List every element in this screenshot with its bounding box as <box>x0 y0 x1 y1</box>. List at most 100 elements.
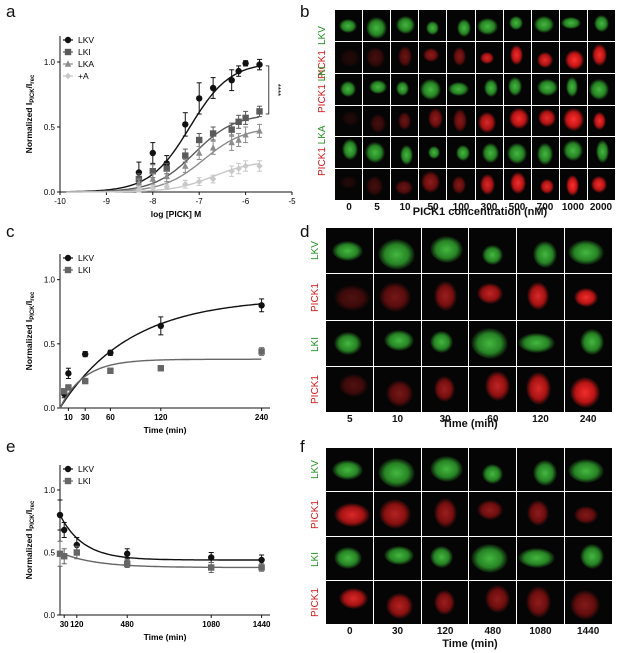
legend-label: LKV <box>78 35 94 45</box>
column-label: 300 <box>480 202 498 213</box>
pick1-signal-blob <box>378 499 412 529</box>
peptide-signal-blob <box>481 244 503 266</box>
column-label: 0 <box>346 202 352 213</box>
micrograph-cell <box>363 169 391 200</box>
peptide-signal-blob <box>368 80 387 95</box>
data-point-LKA <box>228 138 235 146</box>
y-tick-label: 0.0 <box>44 188 56 197</box>
micrograph-cell <box>391 105 419 137</box>
micrograph-cell <box>373 320 421 366</box>
xlabel-d: Time (min) <box>442 418 498 430</box>
micrograph-cell <box>326 580 373 624</box>
micrograph-cell <box>517 274 565 320</box>
pick1-signal-blob <box>478 112 496 134</box>
micrograph-cell <box>469 320 517 366</box>
y-tick-label: 0.5 <box>44 549 56 558</box>
peptide-signal-blob <box>365 17 388 39</box>
pick1-signal-blob <box>526 586 551 618</box>
x-axis-label: Time (min) <box>144 425 187 435</box>
pick1-signal-blob <box>480 51 495 65</box>
micrograph-cell <box>565 536 612 580</box>
micrograph-cell <box>421 228 469 274</box>
micrograph-cell <box>447 73 475 105</box>
fit-curve-LKV <box>59 514 262 561</box>
data-point-LKV <box>182 121 189 128</box>
data-point-LKV <box>107 349 114 357</box>
data-point-LKA <box>242 131 249 138</box>
data-point-LKV <box>258 556 265 564</box>
pick1-signal-blob <box>452 175 466 195</box>
micrograph-cell <box>335 169 363 200</box>
micrograph-cell <box>363 10 391 41</box>
row-label: PICK1 <box>310 375 321 404</box>
micrograph-cell <box>469 448 517 492</box>
micrograph-cell <box>419 105 447 137</box>
data-point-LKV <box>209 84 217 92</box>
pick1-signal-blob <box>434 280 458 312</box>
micrograph-cell <box>363 105 391 137</box>
micrograph-cell <box>421 448 469 492</box>
y-tick-label: 1.0 <box>44 486 56 495</box>
pick1-signal-blob <box>527 499 550 527</box>
data-point-LKV <box>258 302 265 309</box>
x-tick-label: 30 <box>60 620 69 629</box>
x-tick-label: -6 <box>242 197 250 206</box>
pick1-signal-blob <box>434 498 458 528</box>
peptide-signal-blob <box>420 78 442 100</box>
micrograph-cell <box>559 10 587 41</box>
micrograph-cell <box>517 492 565 536</box>
pick1-signal-blob <box>339 176 358 190</box>
pick1-signal-blob <box>423 47 439 62</box>
pick1-signal-blob <box>526 372 551 406</box>
micrograph-cell <box>587 10 615 41</box>
pick1-signal-blob <box>398 46 412 68</box>
data-point-LKI <box>228 126 235 133</box>
data-point-LKV <box>157 322 164 330</box>
peptide-signal-blob <box>332 240 364 262</box>
pick1-signal-blob <box>433 589 456 615</box>
data-point-+A <box>149 184 156 192</box>
row-label-part: LKA <box>317 125 328 145</box>
pick1-signal-blob <box>452 109 467 132</box>
column-label: 10 <box>399 202 411 213</box>
peptide-signal-blob <box>448 82 470 96</box>
y-axis-label: Normalized IPICK/Irec <box>24 500 36 579</box>
pick1-signal-blob <box>593 111 607 130</box>
micrograph-cell <box>475 73 503 105</box>
peptide-signal-blob <box>396 80 410 96</box>
x-tick-label: 480 <box>121 620 135 629</box>
data-point-+A <box>235 165 242 172</box>
pick1-signal-blob <box>453 47 466 66</box>
pick1-signal-blob <box>433 376 456 403</box>
peptide-signal-blob <box>429 546 453 568</box>
peptide-signal-blob <box>476 18 499 36</box>
pick1-signal-blob <box>510 172 526 194</box>
peptide-signal-blob <box>334 331 362 355</box>
micrograph-cell <box>373 366 421 412</box>
data-point-+A <box>182 181 189 188</box>
peptide-signal-blob <box>429 456 464 482</box>
data-point-LKV <box>149 149 156 157</box>
data-point-LKI <box>258 564 265 571</box>
row-label: LKI <box>310 336 321 352</box>
row-label: PICK1 LKI <box>317 66 328 113</box>
x-axis-label: Time (min) <box>144 632 187 642</box>
peptide-signal-blob <box>566 77 579 98</box>
micrograph-cell <box>363 73 391 105</box>
column-label: 0 <box>347 626 353 637</box>
peptide-signal-blob <box>593 15 610 32</box>
pick1-signal-blob <box>339 49 361 67</box>
column-label: 700 <box>536 202 554 213</box>
pick1-signal-blob <box>342 110 360 126</box>
pick1-signal-blob <box>590 175 608 194</box>
peptide-signal-blob <box>456 18 471 38</box>
peptide-signal-blob <box>533 240 558 269</box>
y-tick-label: 1.0 <box>44 276 56 285</box>
row-label-part: PICK1 <box>317 147 328 177</box>
micrograph-cell <box>475 169 503 200</box>
data-point-LKV <box>235 67 242 75</box>
micrograph-cell <box>531 41 559 73</box>
peptide-signal-blob <box>339 81 356 98</box>
data-point-LKV <box>208 554 215 561</box>
micrograph-cell <box>391 10 419 41</box>
